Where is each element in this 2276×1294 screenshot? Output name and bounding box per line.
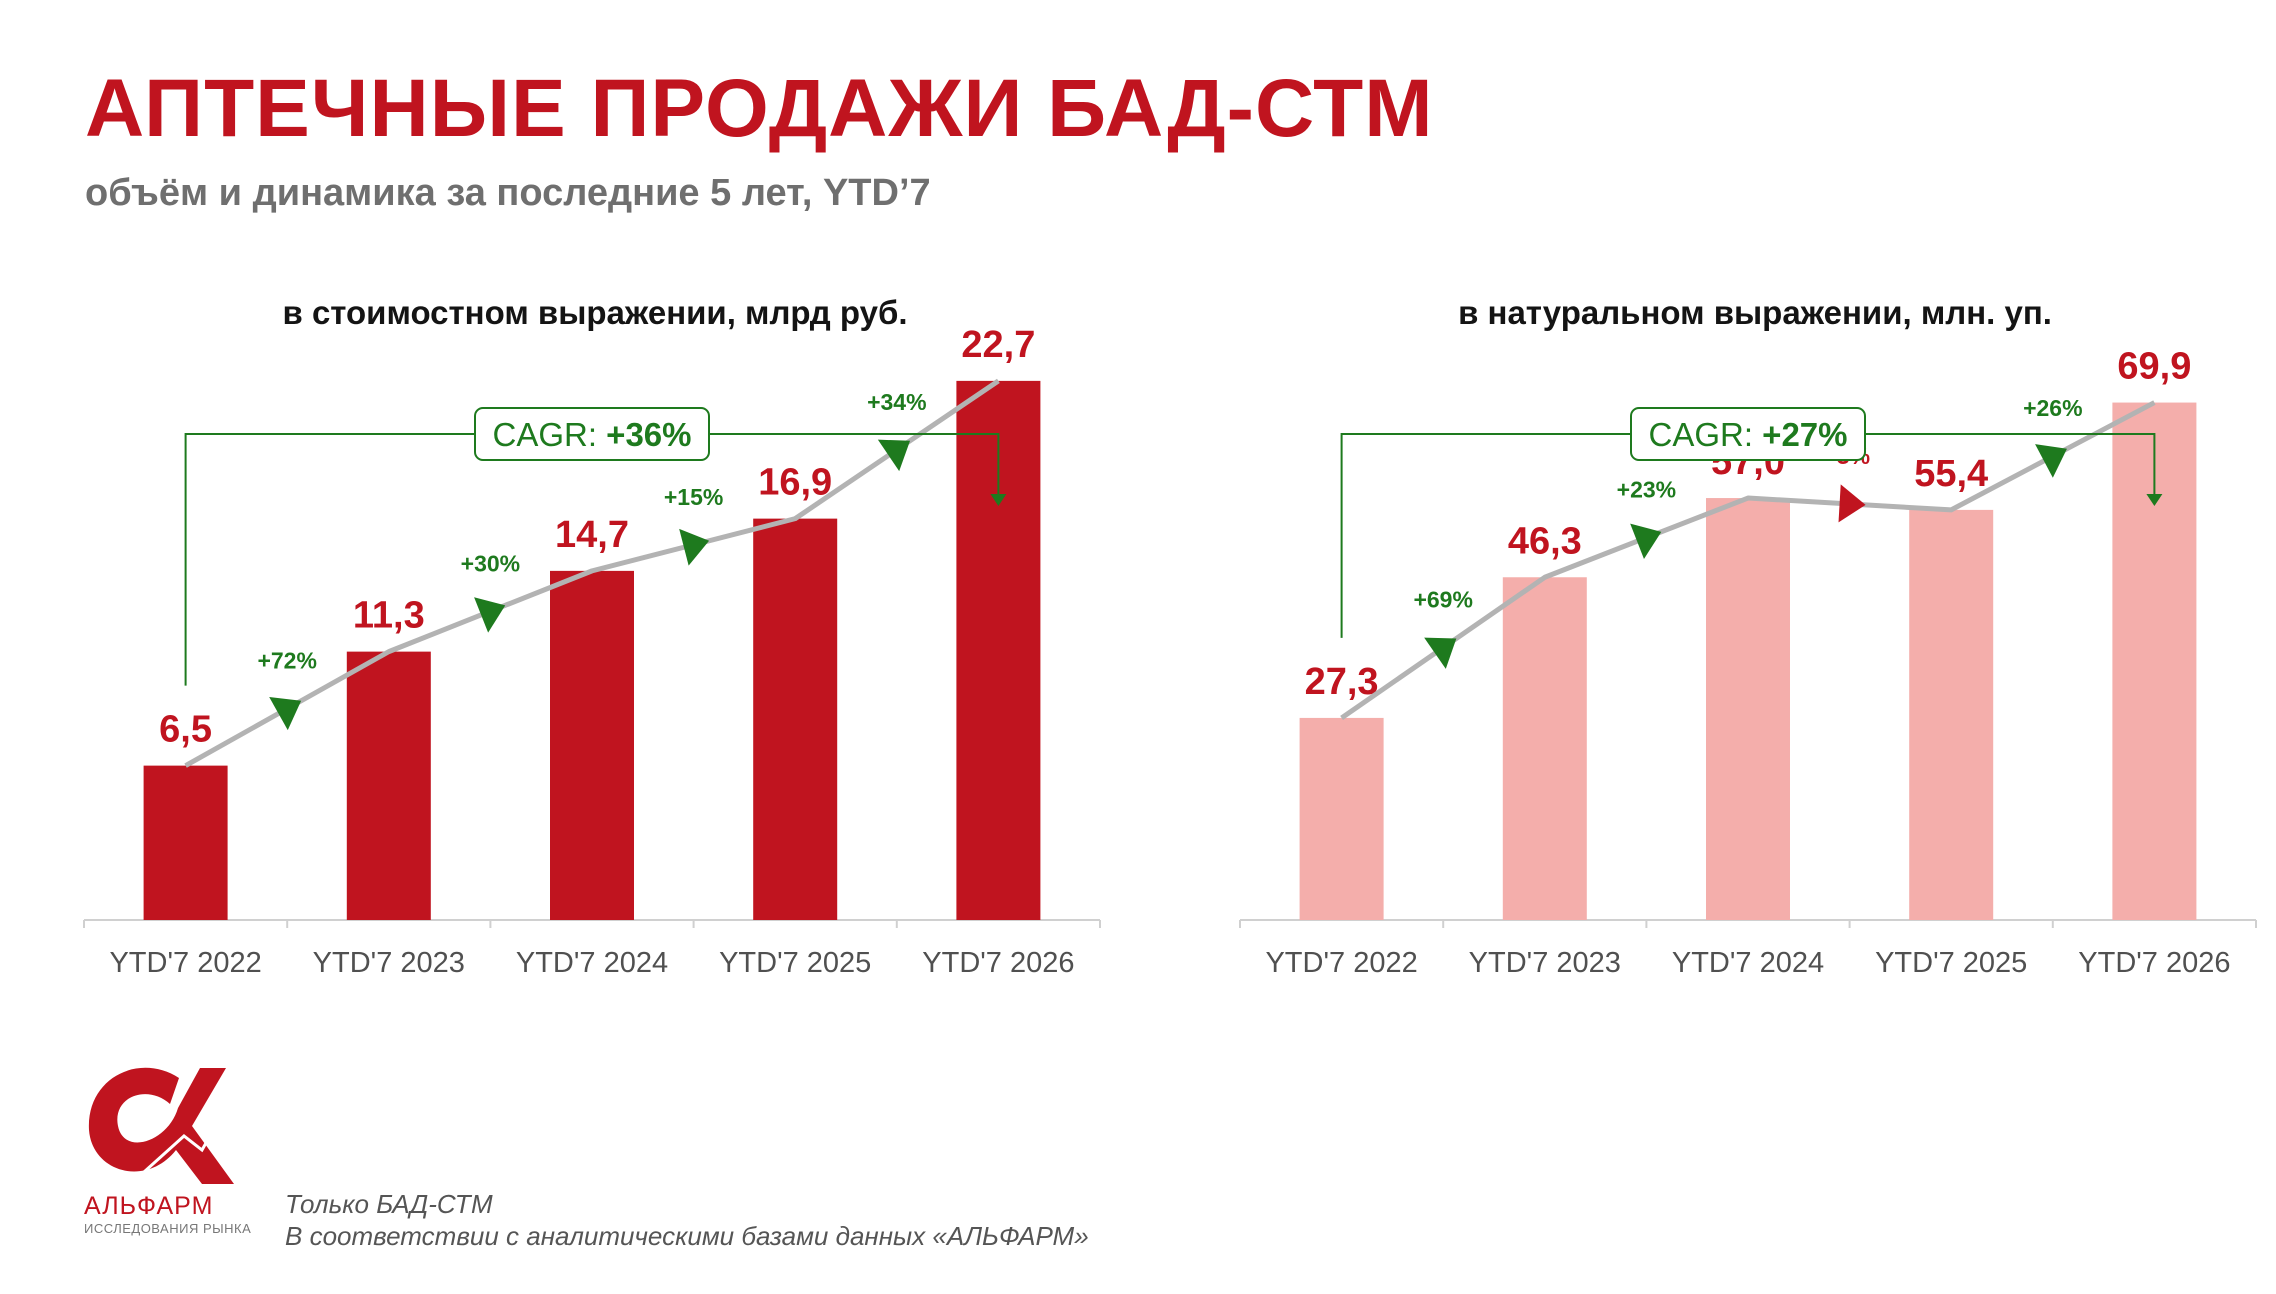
bar	[1299, 717, 1384, 920]
data-label: 14,7	[555, 514, 629, 556]
growth-label: +34%	[867, 389, 926, 415]
x-tick-label: YTD'7 2024	[516, 947, 668, 979]
cagr-prefix: CAGR:	[1648, 416, 1762, 453]
x-tick-label: YTD'7 2025	[719, 947, 871, 979]
chart-title-units: в натуральном выражении, млн. уп.	[1458, 294, 2052, 331]
cagr-arrowhead	[2146, 494, 2163, 506]
growth-arrow	[474, 597, 506, 633]
growth-label: +30%	[461, 550, 520, 576]
page-subtitle: объём и динамика за последние 5 лет, YTD…	[85, 172, 931, 214]
growth-arrow	[2035, 444, 2067, 478]
bar	[1706, 498, 1790, 920]
logo-tagline: ИССЛЕДОВАНИЯ РЫНКА	[84, 1221, 252, 1236]
data-label: 69,9	[2117, 346, 2191, 388]
data-label: 46,3	[1508, 520, 1582, 562]
growth-label: +23%	[1617, 477, 1676, 503]
page-title: АПТЕЧНЫЕ ПРОДАЖИ БАД-СТМ	[85, 63, 1434, 154]
data-label: 16,9	[758, 462, 832, 504]
company-logo: АЛЬФАРМ ИССЛЕДОВАНИЯ РЫНКА	[84, 1060, 252, 1236]
x-tick-label: YTD'7 2022	[109, 947, 261, 979]
cagr-box	[1630, 407, 1866, 461]
trend-line	[184, 378, 1000, 768]
cagr-arrowhead	[990, 494, 1007, 506]
growth-label: +26%	[2023, 395, 2082, 421]
growth-arrow	[877, 439, 911, 472]
x-tick-label: YTD'7 2026	[2078, 947, 2230, 979]
chart-title-value: в стоимостном выражении, млрд руб.	[282, 294, 908, 331]
growth-label: +72%	[257, 648, 316, 674]
footnote-line-1: Только БАД-СТМ	[285, 1189, 493, 1219]
data-label: 6,5	[159, 709, 212, 751]
bar	[346, 651, 431, 920]
data-label: 22,7	[961, 324, 1035, 366]
growth-arrow	[269, 696, 302, 731]
growth-arrow	[1424, 637, 1457, 669]
bar	[550, 570, 634, 920]
x-tick-label: YTD'7 2023	[1469, 947, 1621, 979]
x-tick-label: YTD'7 2025	[1875, 947, 2027, 979]
x-tick-label: YTD'7 2023	[313, 947, 465, 979]
growth-arrow	[679, 528, 710, 566]
bar	[753, 518, 838, 920]
value-sales-chart: 6,5 YTD'7 2022 11,3 YTD'7 2023 14,7 YTD'7 202…	[83, 324, 1101, 979]
cagr-prefix: CAGR:	[492, 416, 606, 453]
cagr-label: CAGR: +36%	[492, 416, 691, 453]
x-tick-label: YTD'7 2026	[922, 947, 1074, 979]
trend-line	[1340, 400, 2156, 720]
growth-arrow	[1838, 484, 1866, 523]
x-tick-label: YTD'7 2022	[1265, 947, 1417, 979]
bar	[1909, 509, 1994, 920]
footnote: Только БАД-СТМ В соответствии с аналитич…	[285, 1188, 1089, 1252]
data-label: 55,4	[1914, 453, 1988, 495]
logo-name: АЛЬФАРМ	[84, 1192, 214, 1220]
cagr-label: CAGR: +27%	[1648, 416, 1847, 453]
footnote-line-2: В соответствии с аналитическими базами д…	[285, 1221, 1089, 1251]
data-label: 27,3	[1305, 661, 1379, 703]
x-tick-label: YTD'7 2024	[1672, 947, 1824, 979]
bar	[1502, 577, 1587, 920]
growth-arrow	[1630, 523, 1662, 559]
cagr-value: +36%	[606, 416, 691, 453]
growth-label: +69%	[1413, 587, 1472, 613]
cagr-value: +27%	[1762, 416, 1847, 453]
bar	[143, 765, 228, 920]
cagr-box	[474, 407, 710, 461]
alpha-icon	[88, 1067, 238, 1184]
data-label: 11,3	[353, 595, 425, 637]
growth-label: +15%	[664, 484, 723, 510]
